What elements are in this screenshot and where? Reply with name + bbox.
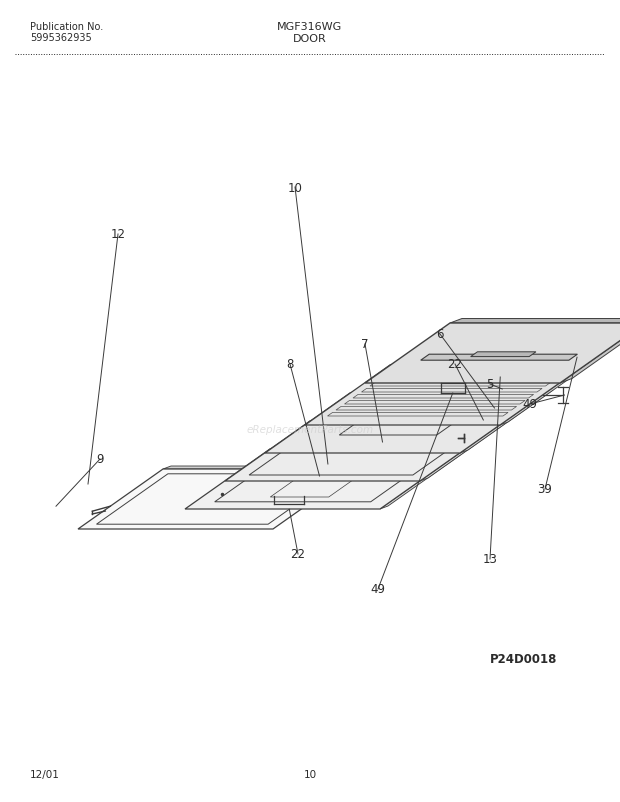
- Polygon shape: [390, 363, 593, 366]
- Text: P24D0018: P24D0018: [490, 653, 557, 666]
- Text: 5995362935: 5995362935: [30, 33, 92, 43]
- Text: 10: 10: [288, 181, 303, 194]
- Text: 22: 22: [291, 548, 306, 561]
- Text: eReplacementParts.com: eReplacementParts.com: [246, 424, 374, 435]
- Text: 10: 10: [303, 769, 317, 779]
- Text: 39: 39: [538, 483, 552, 496]
- Polygon shape: [310, 419, 513, 422]
- Text: 49: 49: [371, 583, 386, 596]
- Polygon shape: [270, 447, 473, 449]
- Text: 22: 22: [448, 358, 463, 371]
- Text: 7: 7: [361, 338, 369, 351]
- Polygon shape: [365, 323, 620, 383]
- Polygon shape: [78, 469, 358, 529]
- Polygon shape: [185, 449, 465, 509]
- Polygon shape: [500, 363, 593, 426]
- Text: 12: 12: [110, 229, 125, 241]
- Polygon shape: [225, 422, 505, 481]
- Polygon shape: [450, 319, 620, 323]
- Text: 5: 5: [486, 378, 494, 391]
- Polygon shape: [421, 354, 577, 361]
- Text: 8: 8: [286, 358, 294, 371]
- Text: 6: 6: [436, 328, 444, 341]
- Polygon shape: [471, 352, 536, 357]
- Text: 9: 9: [96, 453, 104, 466]
- Text: 49: 49: [523, 398, 538, 411]
- Text: 12/01: 12/01: [30, 769, 60, 779]
- Text: DOOR: DOOR: [293, 34, 327, 44]
- Polygon shape: [265, 394, 545, 453]
- Polygon shape: [350, 391, 553, 394]
- Text: 13: 13: [482, 553, 497, 565]
- Polygon shape: [305, 366, 585, 426]
- Text: Publication No.: Publication No.: [30, 22, 104, 32]
- Polygon shape: [460, 391, 553, 453]
- Polygon shape: [420, 419, 513, 481]
- Polygon shape: [560, 319, 620, 383]
- Text: MGF316WG: MGF316WG: [277, 22, 343, 32]
- Polygon shape: [163, 467, 366, 469]
- Polygon shape: [380, 447, 473, 509]
